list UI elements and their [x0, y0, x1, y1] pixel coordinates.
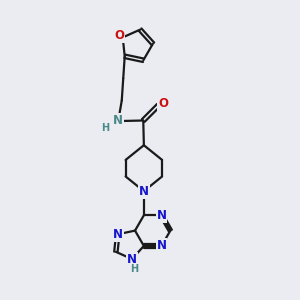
- Text: H: H: [130, 264, 138, 274]
- Text: N: N: [157, 239, 166, 252]
- Text: N: N: [139, 185, 149, 198]
- Text: H: H: [101, 123, 109, 133]
- Text: O: O: [114, 29, 124, 42]
- Text: N: N: [157, 209, 166, 222]
- Text: N: N: [113, 228, 123, 241]
- Text: N: N: [127, 253, 137, 266]
- Text: O: O: [158, 97, 168, 110]
- Text: N: N: [112, 114, 123, 127]
